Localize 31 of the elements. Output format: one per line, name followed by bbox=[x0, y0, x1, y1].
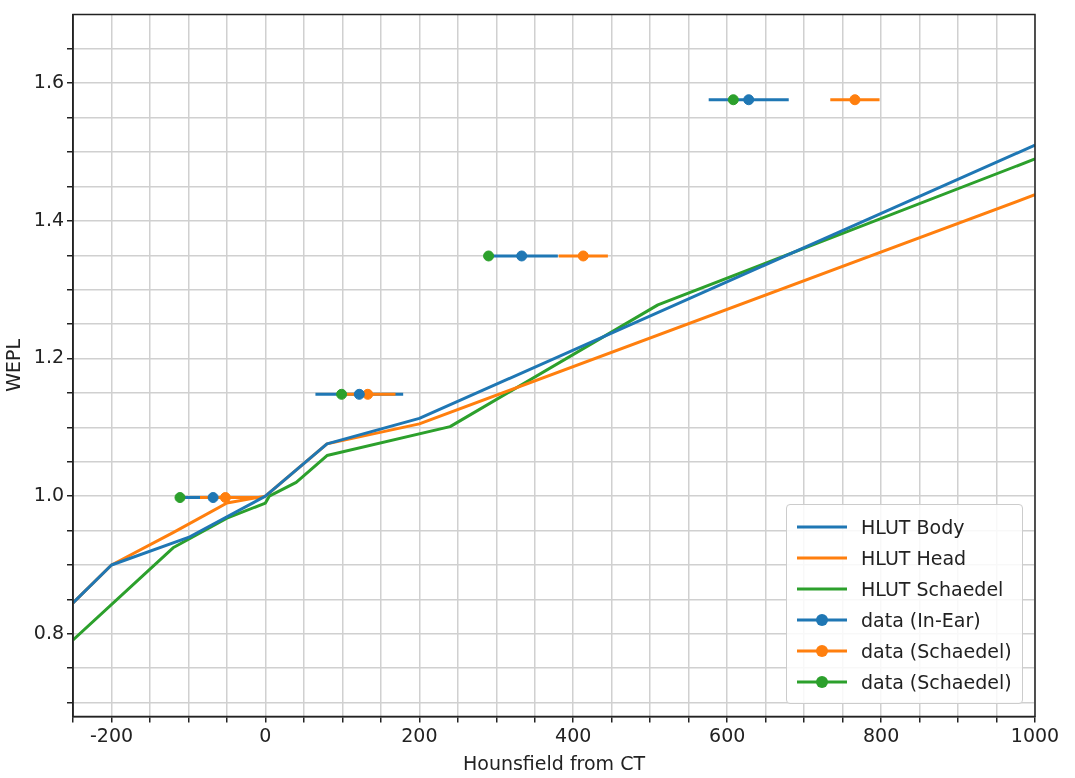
point bbox=[219, 492, 231, 504]
legend-label: HLUT Head bbox=[861, 546, 967, 569]
legend-label: data (Schaedel) bbox=[861, 670, 1012, 693]
point bbox=[743, 94, 755, 106]
legend-label: HLUT Body bbox=[861, 515, 965, 538]
y-axis-title: WEPL bbox=[2, 338, 25, 392]
y-tick-label: 0.8 bbox=[33, 620, 65, 643]
point bbox=[727, 94, 739, 106]
point bbox=[483, 250, 495, 262]
point bbox=[336, 388, 348, 400]
point bbox=[849, 94, 861, 106]
point bbox=[353, 388, 365, 400]
y-tick-label: 1.0 bbox=[33, 483, 65, 506]
point bbox=[516, 250, 528, 262]
legend-label: data (In-Ear) bbox=[861, 608, 981, 631]
x-tick-label: 0 bbox=[259, 723, 272, 746]
legend-label: data (Schaedel) bbox=[861, 639, 1012, 662]
y-tick-label: 1.2 bbox=[33, 345, 65, 368]
x-tick-label: 1000 bbox=[1010, 723, 1060, 746]
y-tick-label: 1.6 bbox=[33, 70, 65, 93]
x-tick-label: 200 bbox=[401, 723, 438, 746]
x-axis-title: Hounsfield from CT bbox=[462, 751, 646, 774]
y-tick-label: 1.4 bbox=[33, 207, 65, 230]
legend-label: HLUT Schaedel bbox=[861, 577, 1004, 600]
point bbox=[207, 492, 219, 504]
x-tick-label: -200 bbox=[89, 723, 134, 746]
x-tick-label: 800 bbox=[862, 723, 900, 746]
x-tick-label: 400 bbox=[555, 723, 592, 746]
x-tick-label: 600 bbox=[709, 723, 746, 746]
point bbox=[577, 250, 589, 262]
point bbox=[174, 492, 186, 504]
